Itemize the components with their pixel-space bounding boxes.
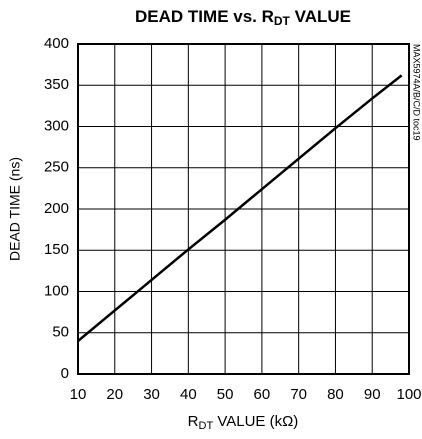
x-tick-label: 100 bbox=[396, 386, 421, 403]
title-subscript: DT bbox=[274, 14, 291, 28]
y-tick-label: 150 bbox=[44, 241, 69, 258]
y-tick-label: 200 bbox=[44, 200, 69, 217]
y-tick-label: 300 bbox=[44, 117, 69, 134]
x-tick-label: 70 bbox=[290, 386, 307, 403]
x-tick-label: 80 bbox=[327, 386, 344, 403]
x-tick-label: 60 bbox=[254, 386, 271, 403]
y-tick-label: 0 bbox=[61, 365, 69, 382]
title-part: DEAD TIME vs. R bbox=[135, 7, 274, 26]
xlabel-subscript: DT bbox=[199, 420, 214, 432]
data-line bbox=[77, 74, 403, 342]
y-tick-label: 100 bbox=[44, 282, 69, 299]
x-tick-label: 30 bbox=[143, 386, 160, 403]
y-tick-label: 50 bbox=[52, 324, 69, 341]
plot-frame bbox=[77, 43, 410, 375]
annotation: MAX5974A/B/C/D toc19 bbox=[412, 44, 422, 141]
y-tick-label: 350 bbox=[44, 76, 69, 93]
x-tick-label: 10 bbox=[70, 386, 87, 403]
chart-title: DEAD TIME vs. RDT VALUE bbox=[135, 7, 351, 28]
xlabel-part: R bbox=[188, 413, 199, 430]
y-tick-label: 250 bbox=[44, 159, 69, 176]
title-part: VALUE bbox=[290, 7, 351, 26]
y-axis-label: DEAD TIME (ns) bbox=[7, 157, 23, 261]
y-tick-label: 400 bbox=[44, 35, 69, 52]
xlabel-part: VALUE (kΩ) bbox=[213, 413, 298, 430]
x-tick-label: 50 bbox=[217, 386, 234, 403]
x-tick-label: 40 bbox=[180, 386, 197, 403]
x-tick-label: 90 bbox=[364, 386, 381, 403]
x-tick-label: 20 bbox=[106, 386, 123, 403]
x-axis-label: RDT VALUE (kΩ) bbox=[188, 413, 299, 432]
